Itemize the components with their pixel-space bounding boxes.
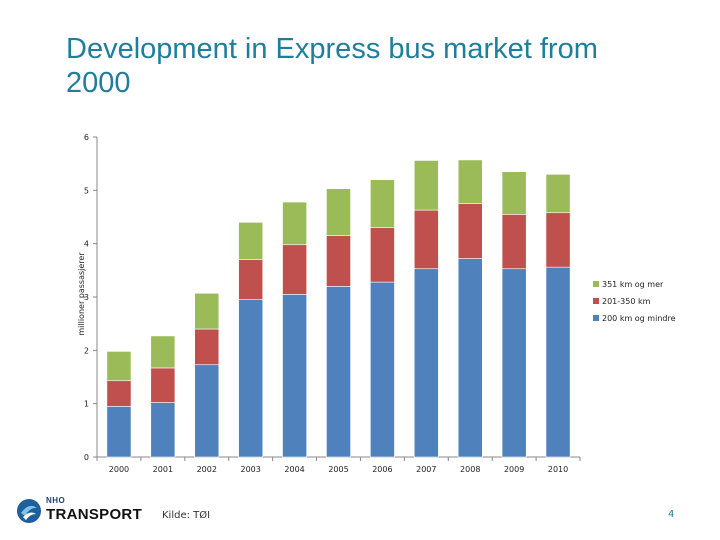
bar-segment-201-350-km-2010 bbox=[545, 212, 571, 268]
x-tick-label: 2010 bbox=[548, 465, 568, 474]
bar-segment-351-km-og-mer-2001 bbox=[150, 335, 176, 369]
x-tick-label: 2005 bbox=[328, 465, 348, 474]
bar-segment-201-350-km-2005 bbox=[326, 235, 351, 287]
x-tick-label: 2009 bbox=[504, 465, 524, 474]
bar-segment-201-350-km-2000 bbox=[106, 380, 132, 407]
y-tick-label: 0 bbox=[84, 453, 89, 462]
legend-swatch bbox=[593, 298, 599, 304]
x-tick-label: 2000 bbox=[109, 465, 129, 474]
bar-segment-201-350-km-2001 bbox=[150, 367, 176, 403]
legend-label: 201-350 km bbox=[602, 297, 651, 306]
page-number: 4 bbox=[668, 509, 675, 520]
logo-nho-text: NHO bbox=[46, 496, 66, 505]
legend: 351 km og mer 201-350 km 200 km og mindre bbox=[593, 280, 676, 323]
y-tick-label: 3 bbox=[84, 293, 89, 302]
x-axis: 2000 2001 2002 2003 2004 2005 2006 2007 2008 2009… bbox=[96, 456, 581, 474]
bar-segment-201-350-km-2006 bbox=[370, 227, 395, 283]
bar-segment-351-km-og-mer-2004 bbox=[282, 201, 307, 246]
bar-segment-200-km-og-mindre-2010 bbox=[545, 266, 571, 458]
bar-segment-200-km-og-mindre-2009 bbox=[501, 268, 527, 458]
bar-segment-201-350-km-2003 bbox=[238, 259, 264, 300]
legend-label: 351 km og mer bbox=[602, 280, 664, 289]
legend-swatch bbox=[593, 281, 599, 287]
bar-segment-201-350-km-2007 bbox=[413, 209, 439, 270]
legend-swatch bbox=[593, 315, 599, 321]
bar-segment-351-km-og-mer-2010 bbox=[545, 174, 571, 214]
bar-segment-351-km-og-mer-2005 bbox=[326, 188, 351, 236]
x-tick-label: 2001 bbox=[153, 465, 173, 474]
y-tick-label: 6 bbox=[84, 133, 89, 142]
bar-segment-201-350-km-2008 bbox=[457, 203, 483, 259]
bars bbox=[106, 159, 571, 458]
y-tick-label: 1 bbox=[84, 400, 89, 409]
bar-segment-351-km-og-mer-2009 bbox=[501, 171, 527, 215]
bar-segment-351-km-og-mer-2003 bbox=[238, 222, 264, 260]
x-tick-label: 2006 bbox=[372, 465, 392, 474]
bar-segment-200-km-og-mindre-2003 bbox=[238, 299, 264, 458]
bar-segment-201-350-km-2004 bbox=[282, 244, 307, 295]
x-tick-label: 2003 bbox=[241, 465, 261, 474]
y-tick-label: 4 bbox=[84, 240, 89, 249]
bar-segment-200-km-og-mindre-2000 bbox=[106, 406, 132, 458]
logo-transport-text: TRANSPORT bbox=[46, 506, 143, 523]
bar-segment-351-km-og-mer-2006 bbox=[370, 179, 395, 228]
bar-segment-351-km-og-mer-2008 bbox=[457, 159, 483, 204]
bar-segment-200-km-og-mindre-2004 bbox=[282, 294, 307, 458]
bar-segment-200-km-og-mindre-2005 bbox=[326, 286, 351, 458]
x-tick-label: 2007 bbox=[416, 465, 436, 474]
x-tick-label: 2004 bbox=[284, 465, 304, 474]
bar-segment-200-km-og-mindre-2006 bbox=[370, 281, 395, 458]
legend-label: 200 km og mindre bbox=[602, 314, 676, 323]
bar-segment-201-350-km-2009 bbox=[501, 214, 527, 270]
bar-segment-200-km-og-mindre-2007 bbox=[413, 268, 439, 458]
bar-segment-200-km-og-mindre-2001 bbox=[150, 402, 176, 458]
y-tick-label: 2 bbox=[84, 346, 89, 355]
slide-title: Development in Express bus market from 2… bbox=[66, 33, 598, 99]
nho-transport-logo: NHO TRANSPORT bbox=[16, 496, 146, 526]
y-axis: 0 1 2 3 4 5 6 bbox=[84, 133, 98, 462]
bar-segment-201-350-km-2002 bbox=[194, 328, 220, 366]
y-axis-title: millioner passasjerer bbox=[77, 252, 86, 336]
y-tick-label: 5 bbox=[84, 186, 89, 195]
x-tick-label: 2008 bbox=[460, 465, 480, 474]
x-tick-label: 2002 bbox=[197, 465, 217, 474]
nho-logo-icon bbox=[17, 499, 41, 523]
bar-segment-200-km-og-mindre-2002 bbox=[194, 364, 220, 458]
bar-segment-351-km-og-mer-2007 bbox=[413, 160, 439, 211]
source-note: Kilde: TØI bbox=[162, 510, 211, 521]
bar-segment-351-km-og-mer-2000 bbox=[106, 351, 132, 382]
bar-segment-351-km-og-mer-2002 bbox=[194, 292, 220, 330]
bar-segment-200-km-og-mindre-2008 bbox=[457, 258, 483, 458]
